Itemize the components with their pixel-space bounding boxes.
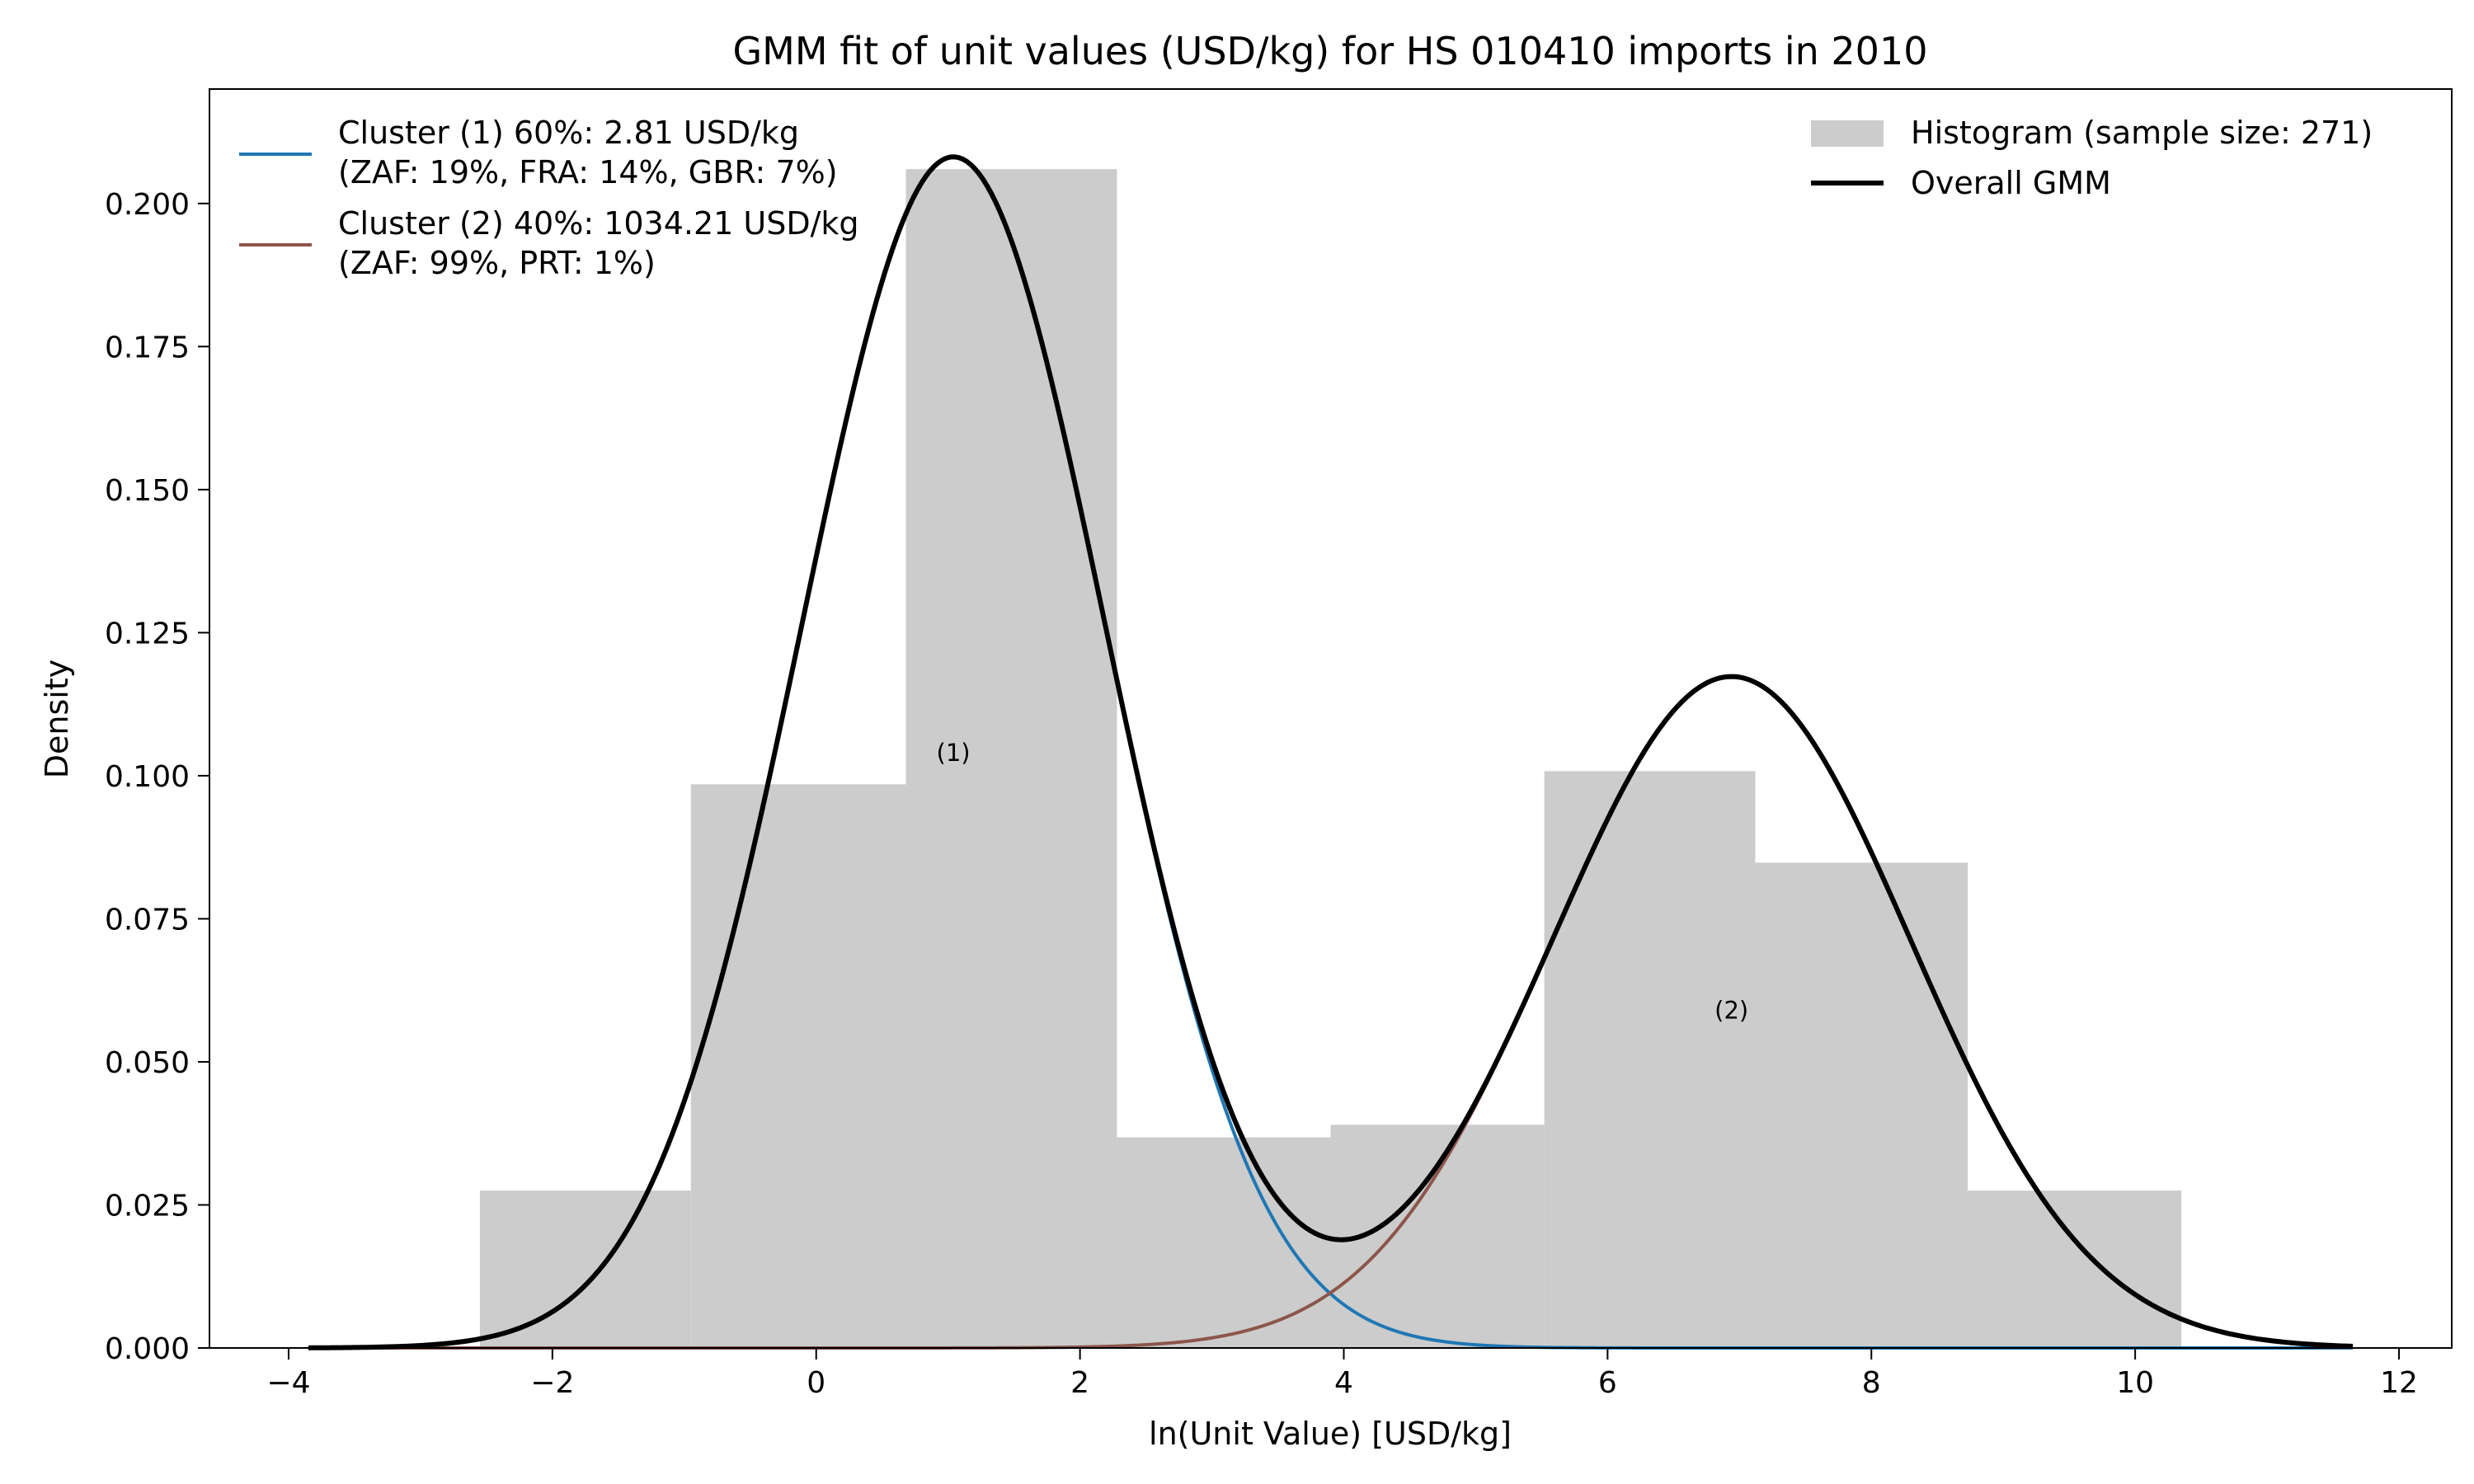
y-axis-ticks: 0.000 0.025 0.050 0.075 0.100 0.125 0.150 0.175… (105, 188, 209, 1366)
x-tick-label: −2 (530, 1366, 574, 1400)
histogram-bar-6 (1544, 771, 1756, 1348)
histogram-bar-4 (1117, 1137, 1331, 1348)
legend-overall-gmm-label: Overall GMM (1911, 165, 2111, 201)
legend-overall: Histogram (sample size: 271) Overall GMM (1811, 115, 2373, 201)
legend-histogram-label: Histogram (sample size: 271) (1911, 115, 2373, 151)
y-tick-label: 0.125 (105, 617, 190, 650)
histogram-bar-2 (690, 784, 906, 1348)
histogram-bar-1 (479, 1190, 691, 1348)
legend-clusters: Cluster (1) 60%: 2.81 USD/kg (ZAF: 19%, … (239, 115, 859, 281)
x-tick-label: 12 (2380, 1366, 2418, 1400)
y-tick-label: 0.025 (105, 1189, 190, 1223)
x-axis-label: ln(Unit Value) [USD/kg] (1149, 1416, 1512, 1452)
plot-frame (209, 88, 2453, 1349)
cluster-annotations: (1) (2) (937, 739, 1749, 1024)
cluster-annotation-2: (2) (1714, 996, 1748, 1024)
legend-cluster-2-detail: (ZAF: 99%, PRT: 1%) (338, 245, 656, 281)
y-tick-label: 0.000 (105, 1332, 190, 1366)
legend-cluster-1-detail: (ZAF: 19%, FRA: 14%, GBR: 7%) (338, 154, 838, 190)
x-tick-label: 10 (2116, 1366, 2154, 1400)
legend-cluster-1-name: Cluster (1) 60%: 2.81 USD/kg (338, 115, 799, 151)
x-tick-label: 2 (1070, 1366, 1089, 1400)
chart-title: GMM fit of unit values (USD/kg) for HS 0… (733, 29, 1928, 73)
histogram-bar-3 (905, 169, 1117, 1348)
x-tick-label: 8 (1862, 1366, 1881, 1400)
x-tick-label: −4 (266, 1366, 310, 1400)
histogram-bar-8 (1968, 1190, 2182, 1348)
histogram-bar-7 (1755, 862, 1968, 1348)
density-curve-overall-gmm (308, 154, 2354, 1350)
y-tick-label: 0.175 (105, 331, 190, 364)
y-tick-label: 0.050 (105, 1046, 190, 1080)
y-tick-label: 0.100 (105, 760, 190, 794)
cluster-annotation-1: (1) (937, 739, 971, 767)
legend-cluster-2-name: Cluster (2) 40%: 1034.21 USD/kg (338, 205, 859, 242)
y-axis-label: Density (39, 660, 75, 778)
legend-swatch-histogram (1811, 120, 1884, 147)
y-tick-label: 0.150 (105, 474, 190, 508)
y-tick-label: 0.200 (105, 188, 190, 222)
x-tick-label: 6 (1598, 1366, 1617, 1400)
x-tick-label: 0 (807, 1366, 825, 1400)
histogram-bars (479, 169, 2182, 1348)
x-axis-ticks: −4 −2 0 2 4 6 8 10 12 (266, 1348, 2418, 1400)
y-tick-label: 0.075 (105, 903, 190, 937)
x-tick-label: 4 (1334, 1366, 1353, 1400)
